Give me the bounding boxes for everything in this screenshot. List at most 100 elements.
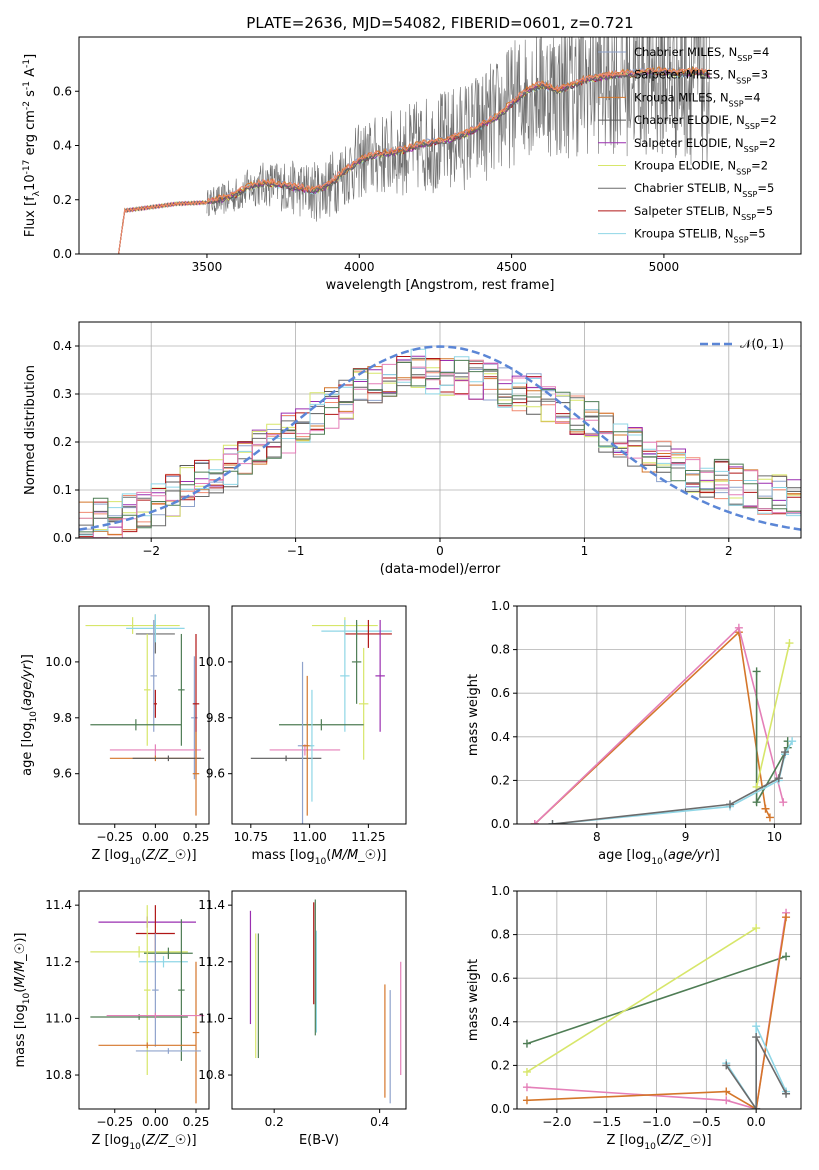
x-tick-label: 1 [581, 544, 589, 558]
weight-line [534, 626, 784, 824]
data-spectrum [206, 37, 710, 222]
weight-marker [752, 667, 761, 676]
y-tick-label: 11.0 [198, 1011, 225, 1025]
y-tick-label: 10.0 [198, 655, 225, 669]
legend-entry: Kroupa ELODIE, NSSP=2 [634, 159, 768, 177]
age-vs-mass-panel: 10.75 11.00 11.25 9.6 9.8 10.0 mass [log10(M/M… [198, 605, 407, 867]
mass-vs-extinction-panel: 0.2 0.4 10.8 11.0 11.2 11.4 E(B-V) [198, 890, 407, 1148]
weight-marker [752, 1033, 761, 1042]
weight-marker [752, 1105, 761, 1109]
errorbar-point [152, 933, 159, 1047]
x-tick-label: 9 [682, 830, 690, 844]
x-axis-label: Z [log10(Z/Z_☉)] [91, 1133, 196, 1152]
weight-line [526, 927, 757, 1073]
x-tick-label: 11.00 [292, 830, 326, 844]
y-tick-label: 0.6 [53, 84, 72, 98]
y-axis-label: mass weight [466, 959, 481, 1041]
x-tick-label: 0.2 [265, 1115, 284, 1129]
y-tick-label: 0.2 [53, 193, 72, 207]
mass-weight-vs-age-panel: 8 9 10 0.0 0.2 0.4 0.6 0.8 1.0 age [log10(age/yr)… [466, 599, 802, 867]
errorbar-point [340, 619, 350, 732]
axes-frame [231, 890, 407, 1110]
weight-marker [722, 1087, 731, 1096]
weight-marker [782, 913, 791, 922]
weight-marker [765, 813, 774, 822]
y-tick-label: 0.6 [491, 971, 510, 985]
weight-marker [522, 1083, 531, 1092]
weight-marker [752, 924, 761, 933]
errorbar-point [85, 617, 180, 634]
legend-entry: Kroupa STELIB, NSSP=5 [634, 227, 766, 245]
errorbar-point [106, 1012, 205, 1019]
weight-marker [782, 1089, 791, 1098]
x-tick-label: 0.00 [142, 830, 169, 844]
x-tick-label: 5000 [649, 260, 680, 274]
legend-entry: Kroupa MILES, NSSP=4 [634, 90, 761, 108]
spectrum-panel: 3500 4000 4500 5000 0.0 0.2 0.4 0.6 wavelength [… [22, 36, 802, 293]
axes-frame [78, 605, 210, 825]
errorbar-point [126, 614, 185, 643]
weight-marker [522, 1096, 531, 1105]
histogram-series [79, 348, 801, 536]
errorbar-point [344, 619, 392, 648]
plot-area [250, 617, 392, 824]
x-tick-label: 4000 [344, 260, 375, 274]
x-tick-label: 0.00 [142, 1115, 169, 1129]
x-tick-label: −0.25 [96, 830, 133, 844]
x-tick-label: 10 [767, 830, 782, 844]
y-axis-label: mass [log10(M/M_☉)] [13, 933, 32, 1068]
legend-entry: Chabrier STELIB, NSSP=5 [634, 181, 774, 199]
errorbar-point [98, 1042, 196, 1049]
x-tick-label: −2 [142, 544, 160, 558]
y-tick-label: 0.3 [53, 387, 72, 401]
x-tick-label: 0.0 [747, 1115, 766, 1129]
errorbar-point [192, 961, 200, 1104]
x-tick-label: −2.0 [542, 1115, 571, 1129]
histogram-series [79, 359, 801, 533]
x-tick-label: 0.4 [370, 1115, 389, 1129]
y-tick-label: 0.4 [491, 730, 510, 744]
errorbar-point [144, 633, 151, 746]
errorbar-point [375, 619, 385, 732]
weight-line [755, 642, 791, 788]
x-axis-label: Z [log10(Z/Z_☉)] [606, 1133, 711, 1152]
weight-marker [752, 798, 761, 807]
y-tick-label: 11.0 [45, 1011, 72, 1025]
y-tick-label: 1.0 [491, 884, 510, 898]
plot-area [85, 614, 205, 816]
weight-marker [774, 774, 783, 783]
y-tick-label: 0.1 [53, 483, 72, 497]
x-axis-label: (data-model)/error [380, 562, 501, 577]
weight-line [552, 751, 786, 824]
axes-frame [78, 890, 210, 1110]
weight-marker [548, 820, 557, 824]
errorbar-point [150, 619, 157, 732]
weight-marker [522, 1067, 531, 1076]
y-tick-label: 0.6 [491, 686, 510, 700]
y-tick-label: 0.4 [53, 139, 72, 153]
y-tick-label: 11.4 [198, 898, 225, 912]
weight-line [526, 955, 787, 1045]
weight-marker [726, 800, 734, 809]
errorbar-point [109, 744, 201, 756]
weight-marker [722, 1061, 731, 1070]
y-tick-label: 11.4 [45, 898, 72, 912]
plot-area [522, 908, 791, 1109]
y-tick-label: 10.8 [45, 1068, 72, 1082]
weight-line [534, 630, 771, 824]
x-tick-label: −1 [287, 544, 305, 558]
weight-marker [781, 748, 790, 757]
y-tick-label: 10.8 [198, 1068, 225, 1082]
weight-marker [788, 737, 797, 746]
y-tick-label: 0.0 [53, 247, 72, 261]
errorbar-point [139, 956, 188, 968]
x-tick-label: −1.5 [592, 1115, 621, 1129]
errorbar-point [279, 719, 364, 731]
residual-histogram-panel: −2 −1 0 1 2 0.0 0.1 0.2 0.3 0.4 (data-model)/error… [23, 321, 802, 577]
errorbar-point [144, 905, 151, 1076]
axes-frame [516, 890, 802, 1110]
mass-vs-metallicity-panel: −0.25 0.00 0.25 10.8 11.0 11.2 11.4 Z [log10(Z/… [13, 890, 210, 1152]
errorbar-point [192, 731, 200, 816]
errorbar-point [132, 755, 205, 762]
